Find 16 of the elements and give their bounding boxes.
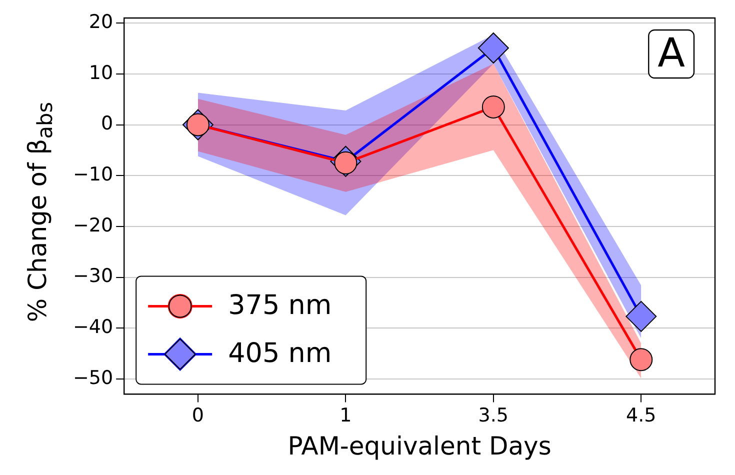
y-tick-label: 0 bbox=[101, 112, 114, 135]
annotation: A bbox=[658, 30, 686, 76]
legend-label: 375 nm bbox=[228, 290, 332, 322]
y-tick-label: −40 bbox=[72, 316, 114, 338]
x-axis-title: PAM-equivalent Days bbox=[288, 432, 552, 460]
y-tick-label: 10 bbox=[88, 62, 114, 84]
x-tick-label: 4.5 bbox=[626, 404, 656, 427]
legend-label: 405 nm bbox=[228, 338, 332, 370]
y-tick-label: −20 bbox=[72, 214, 114, 236]
y-tick-label: −30 bbox=[72, 265, 114, 288]
x-tick-label: 3.5 bbox=[478, 404, 509, 427]
y-tick-label: −10 bbox=[72, 164, 114, 186]
y-tick-label: 20 bbox=[88, 11, 114, 34]
x-tick-label: 0 bbox=[192, 404, 204, 427]
y-tick-label: −50 bbox=[72, 366, 114, 389]
x-tick-label: 1 bbox=[340, 404, 352, 427]
